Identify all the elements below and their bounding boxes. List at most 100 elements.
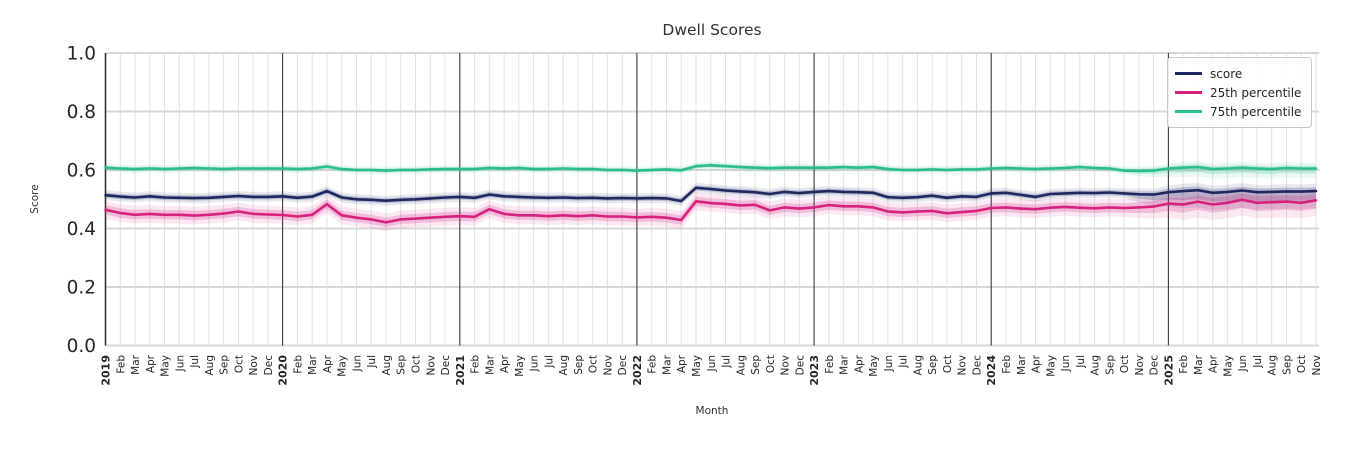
svg-text:Jun: Jun — [883, 355, 895, 372]
svg-text:Apr: Apr — [499, 354, 511, 373]
svg-text:2021: 2021 — [454, 355, 467, 386]
percentile75-line-swatch — [1175, 110, 1202, 113]
svg-text:0.0: 0.0 — [67, 336, 96, 357]
svg-text:Mar: Mar — [1016, 354, 1028, 374]
percentile25-line-swatch — [1175, 91, 1202, 94]
svg-text:Mar: Mar — [662, 354, 674, 374]
svg-text:Nov: Nov — [425, 355, 437, 376]
svg-text:Aug: Aug — [204, 355, 216, 376]
svg-text:May: May — [691, 355, 703, 377]
legend-label: 75th percentile — [1210, 104, 1302, 119]
svg-text:Feb: Feb — [470, 355, 482, 374]
svg-text:Mar: Mar — [484, 354, 496, 374]
svg-text:Dec: Dec — [263, 355, 275, 376]
svg-text:Sep: Sep — [1282, 355, 1294, 375]
svg-text:Sep: Sep — [1104, 355, 1116, 375]
svg-text:Nov: Nov — [602, 355, 614, 376]
svg-text:Aug: Aug — [1267, 355, 1279, 376]
legend: score 25th percentile 75th percentile — [1167, 57, 1312, 128]
svg-text:Oct: Oct — [1119, 355, 1131, 373]
svg-text:2023: 2023 — [808, 355, 821, 386]
svg-text:Jul: Jul — [1075, 355, 1087, 369]
legend-item-25th-percentile: 25th percentile — [1175, 83, 1303, 102]
svg-text:Jun: Jun — [1060, 355, 1072, 372]
svg-text:Nov: Nov — [248, 355, 260, 376]
svg-text:Sep: Sep — [927, 355, 939, 375]
svg-text:Aug: Aug — [381, 355, 393, 376]
chart-title: Dwell Scores — [662, 21, 762, 39]
svg-text:1.0: 1.0 — [67, 44, 96, 65]
svg-text:Jul: Jul — [189, 355, 201, 369]
svg-text:Oct: Oct — [233, 355, 245, 373]
svg-text:2022: 2022 — [631, 355, 644, 386]
svg-text:Mar: Mar — [130, 354, 142, 374]
svg-text:Feb: Feb — [292, 355, 304, 374]
svg-text:Dec: Dec — [1149, 355, 1161, 376]
svg-text:Oct: Oct — [1296, 355, 1308, 373]
svg-text:Oct: Oct — [411, 355, 423, 373]
svg-text:Aug: Aug — [735, 355, 747, 376]
legend-item-75th-percentile: 75th percentile — [1175, 102, 1303, 121]
svg-text:Nov: Nov — [780, 355, 792, 376]
svg-text:May: May — [160, 355, 172, 377]
svg-text:Jun: Jun — [706, 355, 718, 372]
svg-text:Feb: Feb — [824, 355, 836, 374]
svg-text:Apr: Apr — [322, 354, 334, 373]
svg-text:Feb: Feb — [647, 355, 659, 374]
svg-text:Dec: Dec — [440, 355, 452, 376]
svg-text:Jul: Jul — [721, 355, 733, 369]
svg-text:Jul: Jul — [543, 355, 555, 369]
svg-text:0.8: 0.8 — [67, 102, 96, 123]
svg-text:Apr: Apr — [1208, 354, 1220, 373]
svg-text:Apr: Apr — [145, 354, 157, 373]
svg-text:Aug: Aug — [1090, 355, 1102, 376]
legend-label: 25th percentile — [1210, 85, 1302, 100]
x-axis-label: Month — [695, 405, 729, 417]
svg-text:Aug: Aug — [558, 355, 570, 376]
svg-text:May: May — [514, 355, 526, 377]
svg-text:Jun: Jun — [1237, 355, 1249, 372]
svg-text:Sep: Sep — [750, 355, 762, 375]
svg-text:Nov: Nov — [957, 355, 969, 376]
svg-text:2020: 2020 — [277, 355, 290, 386]
svg-text:Mar: Mar — [307, 354, 319, 374]
svg-text:Jun: Jun — [352, 355, 364, 372]
svg-text:Sep: Sep — [573, 355, 585, 375]
svg-text:Apr: Apr — [1031, 354, 1043, 373]
score-line-swatch — [1175, 72, 1202, 75]
svg-text:Apr: Apr — [853, 354, 865, 373]
svg-text:Nov: Nov — [1134, 355, 1146, 376]
svg-text:Jul: Jul — [366, 355, 378, 369]
svg-text:2025: 2025 — [1162, 355, 1175, 386]
svg-text:Feb: Feb — [115, 355, 127, 374]
svg-text:Oct: Oct — [765, 355, 777, 373]
svg-text:May: May — [1045, 355, 1057, 377]
svg-text:Mar: Mar — [1193, 354, 1205, 374]
svg-text:Sep: Sep — [396, 355, 408, 375]
svg-text:Jul: Jul — [898, 355, 910, 369]
svg-text:0.6: 0.6 — [67, 161, 96, 182]
svg-text:Jun: Jun — [529, 355, 541, 372]
legend-item-score: score — [1175, 64, 1303, 83]
svg-text:Dec: Dec — [617, 355, 629, 376]
legend-label: score — [1210, 66, 1243, 81]
svg-text:Oct: Oct — [942, 355, 954, 373]
svg-text:Mar: Mar — [839, 354, 851, 374]
svg-text:Dec: Dec — [972, 355, 984, 376]
svg-text:Aug: Aug — [912, 355, 924, 376]
svg-text:Dec: Dec — [794, 355, 806, 376]
svg-text:Apr: Apr — [676, 354, 688, 373]
svg-text:2024: 2024 — [985, 355, 998, 386]
svg-text:0.2: 0.2 — [67, 278, 96, 299]
svg-text:Sep: Sep — [219, 355, 231, 375]
svg-text:May: May — [337, 355, 349, 377]
svg-text:Jul: Jul — [1252, 355, 1264, 369]
svg-text:May: May — [868, 355, 880, 377]
svg-text:Feb: Feb — [1001, 355, 1013, 374]
svg-text:0.4: 0.4 — [67, 219, 96, 240]
svg-text:2019: 2019 — [100, 355, 113, 386]
svg-text:Feb: Feb — [1178, 355, 1190, 374]
svg-text:Nov: Nov — [1311, 355, 1323, 376]
